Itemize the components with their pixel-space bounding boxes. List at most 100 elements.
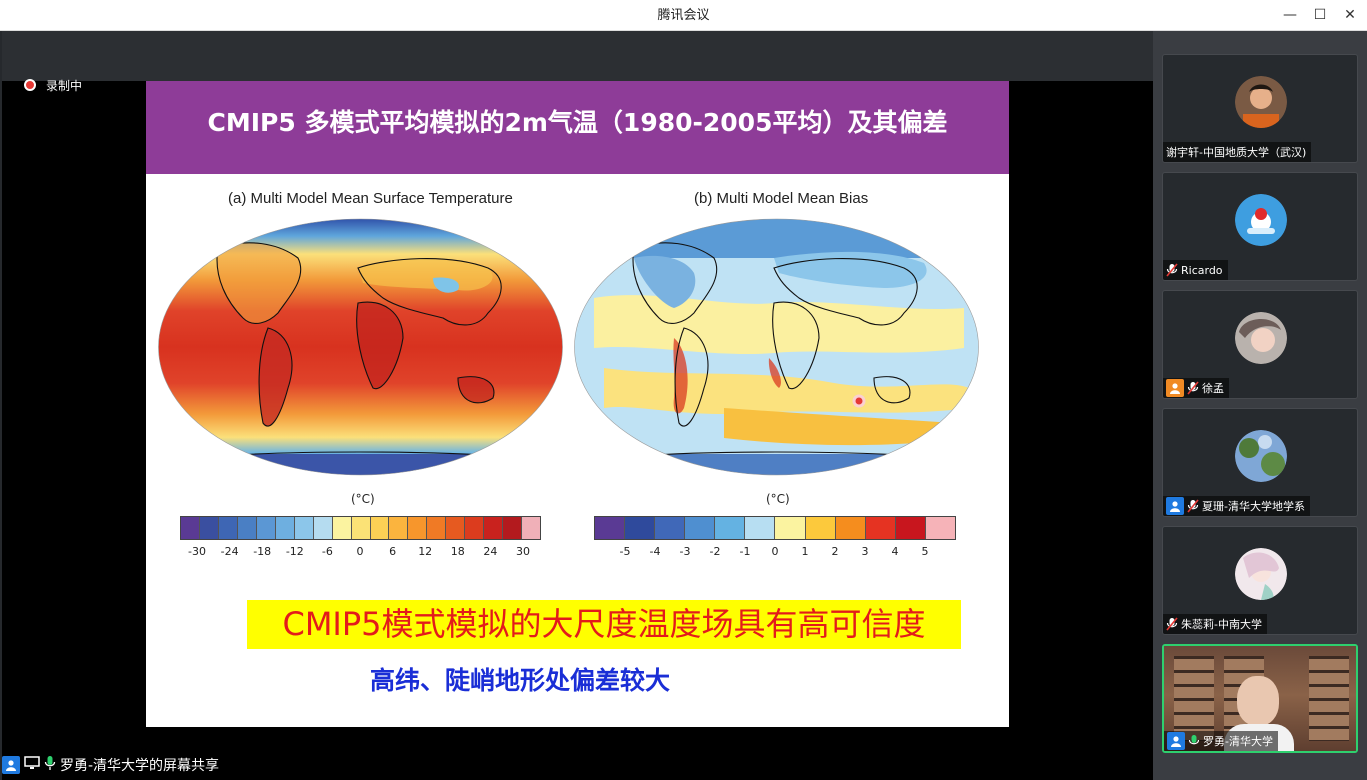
map-b-tick-label: 3 <box>861 545 869 558</box>
map-a-title: (a) Multi Model Mean Surface Temperature <box>228 190 513 207</box>
map-a-colorbar-swatch <box>275 517 295 539</box>
map-a-tick-label: 0 <box>356 545 364 558</box>
map-a-colorbar-swatch <box>370 517 390 539</box>
map-a-tick-label: -12 <box>285 545 304 558</box>
map-b-colorbar-swatch <box>775 517 806 539</box>
map-a-colorbar-swatch <box>332 517 352 539</box>
slide-highlight-text: CMIP5模式模拟的大尺度温度场具有高可信度 <box>247 600 961 649</box>
map-a-colorbar-swatch <box>313 517 333 539</box>
map-a-colorbar-swatch <box>484 517 504 539</box>
participant-avatar <box>1235 312 1287 364</box>
participant-tile[interactable]: Ricardo <box>1162 172 1358 281</box>
map-b-colorbar <box>594 516 956 540</box>
map-b-colorbar-swatch <box>895 517 926 539</box>
map-b-title: (b) Multi Model Mean Bias <box>694 190 869 207</box>
map-a-tick-label: -18 <box>253 545 272 558</box>
mic-muted-icon <box>1187 499 1199 513</box>
map-b-unit: (°C) <box>766 492 790 506</box>
title-bar: 腾讯会议 — ☐ ✕ <box>0 0 1367 31</box>
mic-muted-icon <box>1166 263 1178 277</box>
participant-name: 夏珊-清华大学地学系 <box>1202 500 1305 513</box>
participant-avatar <box>1235 548 1287 600</box>
map-a-colorbar-swatch <box>446 517 466 539</box>
map-a-colorbar-swatch <box>351 517 371 539</box>
user-icon <box>1166 379 1184 397</box>
participant-name: Ricardo <box>1181 263 1223 277</box>
window-title: 腾讯会议 <box>657 8 710 23</box>
map-b-colorbar-swatch <box>745 517 776 539</box>
maximize-button[interactable]: ☐ <box>1313 7 1327 23</box>
map-a-tick-label: 24 <box>483 545 498 558</box>
map-a-colorbar <box>180 516 541 540</box>
record-icon <box>24 79 36 91</box>
map-b-tick-label: -5 <box>619 545 631 558</box>
map-a-colorbar-swatch <box>181 517 200 539</box>
participant-nameplate: 夏珊-清华大学地学系 <box>1163 496 1310 516</box>
map-a-temperature-image <box>158 218 563 476</box>
mic-muted-icon <box>1187 381 1199 395</box>
minimize-button[interactable]: — <box>1283 7 1297 23</box>
map-b-tick-label: -3 <box>679 545 691 558</box>
slide-subtext: 高纬、陡峭地形处偏差较大 <box>370 666 671 695</box>
map-a-colorbar-swatch <box>427 517 447 539</box>
map-b-tick-label: -2 <box>709 545 721 558</box>
participant-name: 谢宇轩-中国地质大学（武汉) <box>1166 146 1307 159</box>
close-button[interactable]: ✕ <box>1344 7 1356 23</box>
recording-indicator[interactable]: 录制中 <box>24 78 83 93</box>
map-b-colorbar-swatch <box>595 517 626 539</box>
presentation-slide: CMIP5 多模式平均模拟的2m气温（1980-2005平均）及其偏差 (a) … <box>146 81 1009 727</box>
map-a-tick-label: -6 <box>321 545 333 558</box>
user-icon <box>2 756 20 774</box>
participant-tile[interactable]: 朱蕊莉-中南大学 <box>1162 526 1358 635</box>
participant-name: 徐孟 <box>1202 382 1224 395</box>
map-a-colorbar-swatch <box>294 517 314 539</box>
map-a-tick-label: -30 <box>188 545 206 558</box>
map-a-unit: (°C) <box>351 492 375 506</box>
map-b-tick-label: 5 <box>921 545 929 558</box>
map-a-colorbar-swatch <box>503 517 523 539</box>
participant-tile[interactable]: 罗勇-清华大学 <box>1162 644 1358 753</box>
map-b-colorbar-swatch <box>925 517 955 539</box>
map-b-colorbar-swatch <box>625 517 656 539</box>
participants-panel: 谢宇轩-中国地质大学（武汉) Ricardo 徐孟夏珊-清华大学地学系朱蕊莉-中南大… <box>1153 31 1367 780</box>
map-a-colorbar-swatch <box>218 517 238 539</box>
map-a-tick-label: 12 <box>418 545 433 558</box>
shared-screen-top-band <box>2 31 1153 81</box>
map-a-colorbar-swatch <box>389 517 409 539</box>
participant-name: 罗勇-清华大学 <box>1203 735 1273 748</box>
screen-share-icon <box>24 756 40 774</box>
participant-tile[interactable]: 徐孟 <box>1162 290 1358 399</box>
participant-tile[interactable]: 谢宇轩-中国地质大学（武汉) <box>1162 54 1358 163</box>
map-a-colorbar-swatch <box>408 517 428 539</box>
participant-name: 朱蕊莉-中南大学 <box>1181 618 1262 631</box>
map-a-tick-label: 6 <box>389 545 397 558</box>
participant-avatar <box>1235 430 1287 482</box>
map-b-tick-label: -1 <box>739 545 751 558</box>
map-a-colorbar-swatch <box>199 517 219 539</box>
user-icon <box>1167 732 1185 750</box>
recording-label: 录制中 <box>46 78 83 93</box>
participant-nameplate: Ricardo <box>1163 260 1228 280</box>
mic-on-icon <box>1188 734 1200 748</box>
map-b-colorbar-swatch <box>805 517 836 539</box>
map-b-colorbar-swatch <box>715 517 746 539</box>
screen-share-label: 罗勇-清华大学的屏幕共享 <box>60 758 220 774</box>
map-b-colorbar-swatch <box>865 517 896 539</box>
map-b-tick-label: 2 <box>831 545 839 558</box>
map-a-colorbar-swatch <box>465 517 485 539</box>
map-b-tick-label: -4 <box>649 545 661 558</box>
participant-tile[interactable]: 夏珊-清华大学地学系 <box>1162 408 1358 517</box>
map-a-colorbar-swatch <box>522 517 541 539</box>
map-a-tick-label: -24 <box>220 545 239 558</box>
map-b-tick-label: 4 <box>891 545 899 558</box>
screen-share-label-bar[interactable]: 罗勇-清华大学的屏幕共享 <box>2 752 226 778</box>
mic-muted-icon <box>1166 617 1178 631</box>
map-b-tick-label: 0 <box>771 545 779 558</box>
participant-nameplate: 谢宇轩-中国地质大学（武汉) <box>1163 142 1312 162</box>
pointer-dot-icon <box>852 394 866 408</box>
participant-nameplate: 朱蕊莉-中南大学 <box>1163 614 1267 634</box>
slide-title: CMIP5 多模式平均模拟的2m气温（1980-2005平均）及其偏差 <box>146 81 1009 174</box>
map-b-colorbar-swatch <box>835 517 866 539</box>
map-b-colorbar-swatch <box>655 517 686 539</box>
participant-avatar <box>1235 76 1287 128</box>
